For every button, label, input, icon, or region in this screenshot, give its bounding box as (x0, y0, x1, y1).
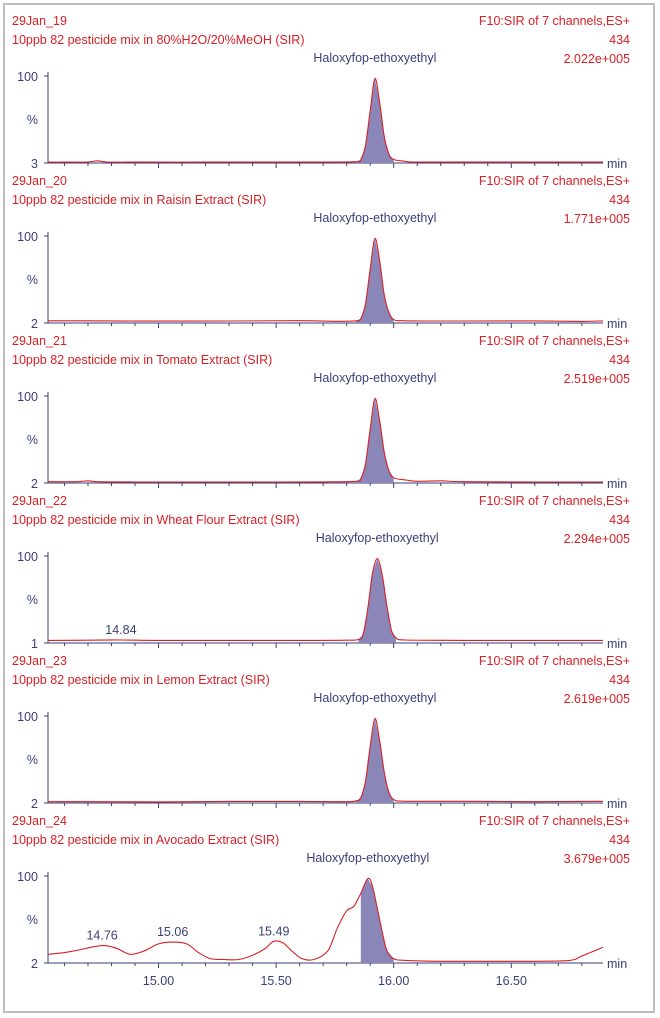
y-axis-label: % (27, 593, 38, 607)
y-max-label: 100 (17, 710, 38, 724)
x-unit-label: min (607, 957, 627, 971)
function-label: F10:SIR of 7 channels,ES+ (479, 334, 630, 348)
mass-label: 434 (609, 673, 630, 687)
peak-area (358, 558, 397, 643)
x-tick-label: 15.00 (143, 974, 174, 988)
y-min-label: 3 (31, 157, 38, 171)
compound-label: Haloxyfop-ethoxyethyl (313, 371, 436, 385)
chromatogram-figure (3, 3, 655, 1013)
y-axis-label: % (27, 433, 38, 447)
sample-name: 29Jan_24 (12, 814, 67, 828)
peak-area (356, 238, 394, 323)
function-label: F10:SIR of 7 channels,ES+ (479, 814, 630, 828)
x-tick-label: 16.00 (378, 974, 409, 988)
mass-label: 434 (609, 833, 630, 847)
y-max-label: 100 (17, 230, 38, 244)
compound-label: Haloxyfop-ethoxyethyl (313, 211, 436, 225)
peak-rt-label: 14.76 (86, 929, 117, 943)
intensity-label: 1.771e+005 (564, 212, 630, 226)
mass-label: 434 (609, 353, 630, 367)
trace-line (47, 877, 604, 962)
trace-line (47, 398, 603, 483)
peak-area (356, 78, 394, 163)
trace-line (48, 238, 604, 322)
y-min-label: 2 (31, 797, 38, 811)
intensity-label: 2.519e+005 (564, 372, 630, 386)
intensity-label: 2.619e+005 (564, 692, 630, 706)
peak-area (356, 398, 394, 483)
y-min-label: 2 (31, 317, 38, 331)
y-max-label: 100 (17, 870, 38, 884)
peak-rt-label: 15.49 (258, 924, 289, 938)
y-max-label: 100 (17, 70, 38, 84)
y-axis-label: % (27, 273, 38, 287)
compound-label: Haloxyfop-ethoxyethyl (313, 51, 436, 65)
compound-label: Haloxyfop-ethoxyethyl (313, 691, 436, 705)
x-unit-label: min (607, 157, 627, 171)
y-max-label: 100 (17, 550, 38, 564)
compound-label: Haloxyfop-ethoxyethyl (316, 531, 439, 545)
function-label: F10:SIR of 7 channels,ES+ (479, 14, 630, 28)
y-min-label: 1 (31, 637, 38, 651)
trace-line (47, 718, 604, 803)
y-axis-label: % (27, 113, 38, 127)
x-tick-label: 15.50 (260, 974, 291, 988)
sample-description: 10ppb 82 pesticide mix in Wheat Flour Ex… (12, 513, 300, 527)
y-min-label: 2 (31, 957, 38, 971)
y-min-label: 2 (31, 477, 38, 491)
sample-name: 29Jan_22 (12, 494, 67, 508)
y-axis-label: % (27, 753, 38, 767)
sample-description: 10ppb 82 pesticide mix in Tomato Extract… (12, 353, 272, 367)
function-label: F10:SIR of 7 channels,ES+ (479, 174, 630, 188)
trace-line (47, 78, 603, 163)
x-unit-label: min (607, 797, 627, 811)
function-label: F10:SIR of 7 channels,ES+ (479, 494, 630, 508)
mass-label: 434 (609, 193, 630, 207)
intensity-label: 2.294e+005 (564, 532, 630, 546)
sample-name: 29Jan_20 (12, 174, 67, 188)
mass-label: 434 (609, 513, 630, 527)
trace-line (47, 558, 603, 641)
sample-description: 10ppb 82 pesticide mix in Lemon Extract … (12, 673, 270, 687)
intensity-label: 3.679e+005 (564, 852, 630, 866)
y-max-label: 100 (17, 390, 38, 404)
peak-area (360, 878, 394, 963)
sample-name: 29Jan_21 (12, 334, 67, 348)
mass-label: 434 (609, 33, 630, 47)
sample-description: 10ppb 82 pesticide mix in 80%H2O/20%MeOH… (12, 33, 305, 47)
peak-rt-label: 14.84 (105, 623, 136, 637)
x-unit-label: min (607, 637, 627, 651)
function-label: F10:SIR of 7 channels,ES+ (479, 654, 630, 668)
compound-label: Haloxyfop-ethoxyethyl (306, 851, 429, 865)
x-unit-label: min (607, 477, 627, 491)
peak-rt-label: 15.06 (157, 925, 188, 939)
intensity-label: 2.022e+005 (564, 52, 630, 66)
sample-name: 29Jan_23 (12, 654, 67, 668)
y-axis-label: % (27, 913, 38, 927)
sample-description: 10ppb 82 pesticide mix in Raisin Extract… (12, 193, 266, 207)
sample-name: 29Jan_19 (12, 14, 67, 28)
sample-description: 10ppb 82 pesticide mix in Avocado Extrac… (12, 833, 279, 847)
x-tick-label: 16.50 (496, 974, 527, 988)
x-unit-label: min (607, 317, 627, 331)
